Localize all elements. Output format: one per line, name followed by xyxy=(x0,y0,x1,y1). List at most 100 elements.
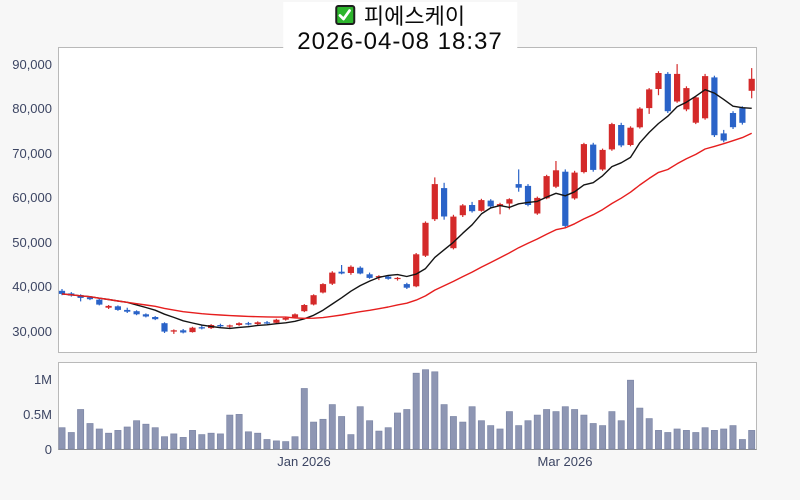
candle[interactable] xyxy=(133,311,140,315)
candle[interactable] xyxy=(282,317,289,320)
volume-bar[interactable] xyxy=(664,432,672,450)
candle[interactable] xyxy=(161,323,168,332)
candle[interactable] xyxy=(86,297,94,300)
volume-bar[interactable] xyxy=(645,418,653,450)
volume-bar[interactable] xyxy=(282,441,290,450)
volume-bar[interactable] xyxy=(449,416,457,450)
candle[interactable] xyxy=(329,272,336,284)
volume-bar[interactable] xyxy=(77,409,85,450)
price-pane[interactable] xyxy=(58,47,757,353)
volume-bar[interactable] xyxy=(505,411,513,450)
volume-bar[interactable] xyxy=(207,432,215,450)
volume-bar[interactable] xyxy=(300,388,308,450)
candle[interactable] xyxy=(506,199,513,204)
candle[interactable] xyxy=(543,176,550,199)
volume-bar[interactable] xyxy=(67,432,75,450)
volume-bar[interactable] xyxy=(422,369,429,450)
volume-bar[interactable] xyxy=(599,425,607,450)
volume-bar[interactable] xyxy=(254,432,262,450)
volume-bar[interactable] xyxy=(571,409,579,450)
volume-bar[interactable] xyxy=(412,372,420,450)
candle[interactable] xyxy=(422,222,429,256)
volume-bar[interactable] xyxy=(198,434,206,450)
volume-bar[interactable] xyxy=(189,430,196,450)
volume-bar[interactable] xyxy=(543,409,551,450)
candle[interactable] xyxy=(729,113,737,128)
volume-bar[interactable] xyxy=(496,428,504,450)
candle[interactable] xyxy=(431,184,438,220)
volume-bar[interactable] xyxy=(328,404,336,450)
candle[interactable] xyxy=(114,306,121,310)
volume-bar[interactable] xyxy=(533,414,541,450)
volume-bar[interactable] xyxy=(310,421,318,450)
volume-bar[interactable] xyxy=(524,420,532,450)
volume-bar[interactable] xyxy=(617,420,625,450)
candle[interactable] xyxy=(646,89,653,109)
candle[interactable] xyxy=(217,325,224,327)
volume-bar[interactable] xyxy=(338,416,346,450)
symbol-checkbox[interactable] xyxy=(334,5,355,25)
volume-bar[interactable] xyxy=(477,420,485,450)
candle[interactable] xyxy=(301,305,308,312)
volume-bar[interactable] xyxy=(179,437,187,450)
candle[interactable] xyxy=(291,314,299,318)
volume-bar[interactable] xyxy=(552,411,560,450)
volume-bar[interactable] xyxy=(636,407,644,450)
volume-bar[interactable] xyxy=(673,428,681,450)
volume-bar[interactable] xyxy=(291,436,299,450)
volume-bar[interactable] xyxy=(356,406,364,450)
candle[interactable] xyxy=(590,144,597,170)
candle[interactable] xyxy=(692,97,699,123)
volume-bar[interactable] xyxy=(216,433,224,450)
candle[interactable] xyxy=(105,305,112,308)
candle[interactable] xyxy=(459,205,466,216)
candle[interactable] xyxy=(487,200,494,207)
candle[interactable] xyxy=(571,172,578,199)
volume-bar[interactable] xyxy=(655,430,662,450)
candle[interactable] xyxy=(739,108,746,123)
candle[interactable] xyxy=(245,323,252,325)
candle[interactable] xyxy=(124,309,131,312)
volume-bar[interactable] xyxy=(151,427,159,450)
volume-bar[interactable] xyxy=(114,430,122,450)
volume-bar[interactable] xyxy=(701,427,709,450)
volume-bar[interactable] xyxy=(692,432,700,450)
candle[interactable] xyxy=(618,125,625,146)
volume-bar[interactable] xyxy=(515,425,523,450)
volume-bar[interactable] xyxy=(440,404,448,450)
volume-bar[interactable] xyxy=(235,414,243,450)
volume-bar[interactable] xyxy=(226,414,234,450)
candle[interactable] xyxy=(226,325,233,327)
candle[interactable] xyxy=(552,170,560,187)
volume-bar[interactable] xyxy=(580,414,588,450)
candle[interactable] xyxy=(403,284,410,288)
candle[interactable] xyxy=(96,299,103,305)
volume-bar[interactable] xyxy=(347,434,355,450)
candle[interactable] xyxy=(702,76,709,119)
candle[interactable] xyxy=(711,77,718,136)
candle[interactable] xyxy=(189,327,196,333)
volume-bar[interactable] xyxy=(487,425,495,450)
candle[interactable] xyxy=(599,149,606,170)
volume-bar[interactable] xyxy=(394,412,401,450)
candle[interactable] xyxy=(450,216,457,249)
volume-bar[interactable] xyxy=(375,430,383,450)
volume-bar[interactable] xyxy=(244,431,252,450)
volume-bar[interactable] xyxy=(95,428,103,450)
candle[interactable] xyxy=(608,124,615,150)
candle[interactable] xyxy=(236,323,243,325)
candle[interactable] xyxy=(198,327,205,329)
candle[interactable] xyxy=(273,319,280,323)
candle[interactable] xyxy=(664,73,671,112)
candle[interactable] xyxy=(170,330,177,332)
candle[interactable] xyxy=(413,254,420,287)
volume-bar[interactable] xyxy=(710,430,718,450)
candle[interactable] xyxy=(627,127,634,145)
candle[interactable] xyxy=(319,284,327,293)
candle[interactable] xyxy=(748,78,755,91)
volume-bar[interactable] xyxy=(720,428,728,450)
candle[interactable] xyxy=(562,171,569,226)
candle[interactable] xyxy=(385,276,392,279)
candle[interactable] xyxy=(534,197,541,214)
